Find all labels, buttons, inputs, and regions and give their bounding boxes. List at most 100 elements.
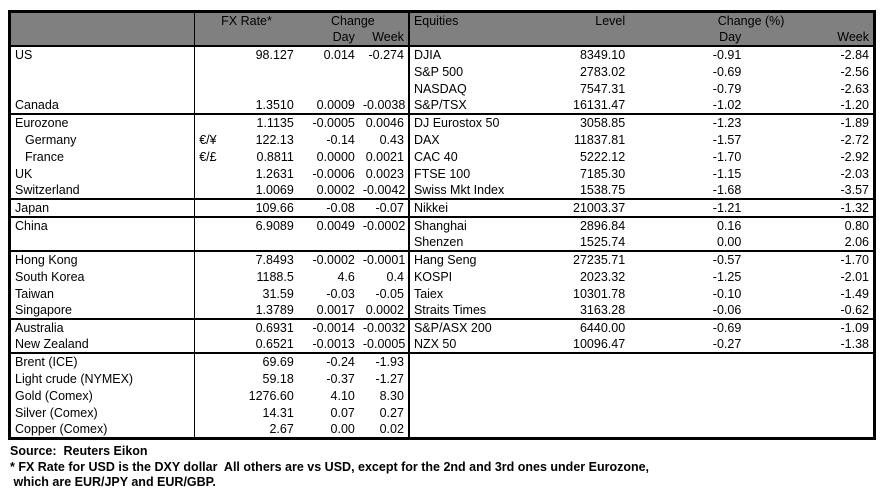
equity-week-change-cell: [745, 404, 874, 421]
equity-week-change-cell: [745, 421, 874, 439]
equity-name-cell: [407, 387, 560, 404]
fx-pair-cell: [194, 234, 225, 251]
fx-country-cell: Australia: [9, 318, 195, 336]
equity-name-cell: Nikkei: [407, 198, 560, 217]
fx-pair-cell: [194, 352, 225, 370]
equity-level-cell: [559, 404, 629, 421]
equity-level-cell: 7547.31: [579, 81, 626, 96]
fx-country-cell: [10, 80, 195, 97]
fx-rate-cell: 1276.60: [248, 388, 294, 403]
header-row-1: FX Rate* Change Equities Level Change (%…: [9, 11, 875, 29]
fx-pair-cell: [194, 285, 225, 302]
table-row: S&P 500 2783.02 -0.69 -2.56: [10, 63, 875, 80]
equity-level-cell: 2023.32: [579, 269, 626, 284]
equity-name-cell: [407, 421, 560, 439]
fx-country-cell: Light crude (NYMEX): [15, 371, 134, 386]
equity-level-cell: 16131.47: [573, 98, 626, 112]
equity-week-change-cell: -2.03: [840, 166, 870, 181]
equity-week-change-cell: -1.20: [840, 98, 870, 112]
fx-pair-cell: €/£: [194, 148, 225, 165]
equity-level-cell: [559, 387, 629, 404]
equity-week-change-cell: -0.62: [840, 303, 870, 317]
fx-day-change-cell: 4.6: [337, 269, 355, 284]
equity-name-cell: DJ Eurostox 50: [407, 113, 560, 131]
table-row: Taiwan 31.59 -0.03 -0.05 Taiex 10301.78 -0.10 -…: [10, 285, 875, 302]
equity-day-change-cell: 0.00: [716, 235, 742, 249]
fx-day-change-cell: 4.10: [330, 388, 355, 403]
equity-level-cell: 27235.71: [559, 250, 630, 268]
footnotes: Source: Reuters Eikon * FX Rate for USD …: [8, 440, 882, 491]
fx-week-change-cell: 0.0023: [365, 166, 404, 181]
equity-name-cell: Straits Times: [407, 302, 560, 319]
fx-week-change-cell: -0.0038: [362, 98, 406, 112]
fx-week-change-cell: -0.05: [375, 286, 404, 301]
equity-level-cell: 1538.75: [579, 183, 626, 197]
fx-week-change-cell: -0.07: [358, 198, 409, 217]
fx-rate-cell: 0.6521: [255, 337, 294, 351]
fx-pair-cell: [194, 318, 225, 336]
equity-day-change-cell: -0.57: [629, 250, 746, 268]
fx-rate-cell: 2.67: [269, 422, 294, 436]
equity-day-change-cell: -1.57: [712, 132, 742, 147]
fx-pair-cell: [194, 302, 225, 319]
equity-level-cell: [559, 352, 630, 370]
fx-week-change-cell: -1.27: [375, 371, 404, 386]
fx-rate-cell: 1188.5: [256, 269, 294, 284]
fx-rate-footnote-line2: which are EUR/JPY and EUR/GBP.: [10, 475, 216, 489]
fx-day-change-cell: 0.07: [330, 405, 355, 420]
fx-day-change-cell: [298, 80, 359, 97]
equity-week-change-cell: -2.72: [840, 132, 870, 147]
fx-pair-cell: [194, 165, 225, 182]
equity-week-change-cell: -1.32: [745, 198, 875, 217]
equity-name-cell: S&P/ASX 200: [407, 318, 560, 336]
fx-country-cell: South Korea: [15, 269, 85, 284]
equity-name-cell: [407, 352, 560, 370]
blank-cell: [194, 29, 298, 47]
equity-day-change-cell: -0.79: [712, 81, 742, 96]
equity-day-change-cell: [629, 421, 745, 439]
equity-week-change-cell: -1.09: [745, 318, 875, 336]
fx-rate-cell: 1.3789: [255, 303, 294, 317]
equity-day-change-cell: -0.27: [712, 337, 742, 351]
fx-country-cell: US: [15, 48, 33, 62]
table-row: South Korea 1188.5 4.6 0.4 KOSPI 2023.32 -1.25…: [10, 268, 875, 285]
fx-change-header: Change: [297, 11, 409, 29]
fx-rate-cell: 0.8811: [256, 149, 294, 164]
equities-header: Equities: [407, 11, 560, 29]
fx-pair-cell: €/¥: [194, 131, 225, 148]
fx-day-change-cell: -0.37: [326, 371, 355, 386]
fx-week-change-cell: [359, 80, 409, 97]
equity-week-change-cell: [745, 352, 875, 370]
fx-week-change-cell: 0.43: [379, 132, 404, 147]
fx-week-change-cell: -0.0002: [358, 216, 409, 234]
equity-day-change-cell: -0.91: [712, 48, 742, 62]
fx-pair-cell: [194, 370, 225, 387]
equity-day-change-cell: [629, 370, 745, 387]
fx-day-change-cell: 0.00: [330, 422, 355, 436]
fx-day-change-cell: -0.03: [326, 286, 355, 301]
source-note: Source: Reuters Eikon: [10, 444, 148, 458]
equity-day-change-cell: -1.70: [712, 149, 742, 164]
equity-day-change-cell: 0.16: [629, 216, 746, 234]
equity-week-change-cell: -1.70: [745, 250, 875, 268]
fx-country-cell: Hong Kong: [9, 250, 195, 268]
equity-week-change-cell: 2.06: [844, 235, 869, 249]
equity-level-cell: 8349.10: [579, 48, 626, 62]
blank-cell: [9, 29, 195, 47]
fx-country-cell: New Zealand: [15, 337, 89, 351]
equity-name-cell: DAX: [407, 131, 560, 148]
equity-week-change-cell: -2.92: [840, 149, 870, 164]
fx-country-cell: [10, 234, 195, 251]
equity-name-cell: Shanghai: [407, 216, 560, 234]
fx-day-change-cell: 0.0002: [316, 183, 355, 197]
fx-rate-cell: 1.1135: [224, 113, 298, 131]
fx-week-change-cell: -0.0042: [362, 183, 406, 197]
blank-cell: [407, 29, 560, 47]
fx-week-change-cell: -0.0032: [358, 318, 409, 336]
fx-pair-cell: [194, 80, 225, 97]
fx-day-change-cell: -0.24: [297, 352, 359, 370]
fx-country-cell: Canada: [15, 98, 59, 112]
fx-day-change-cell: [298, 234, 359, 251]
fx-week-change-cell: 0.0021: [365, 149, 404, 164]
fx-rate-cell: 6.9089: [224, 216, 298, 234]
